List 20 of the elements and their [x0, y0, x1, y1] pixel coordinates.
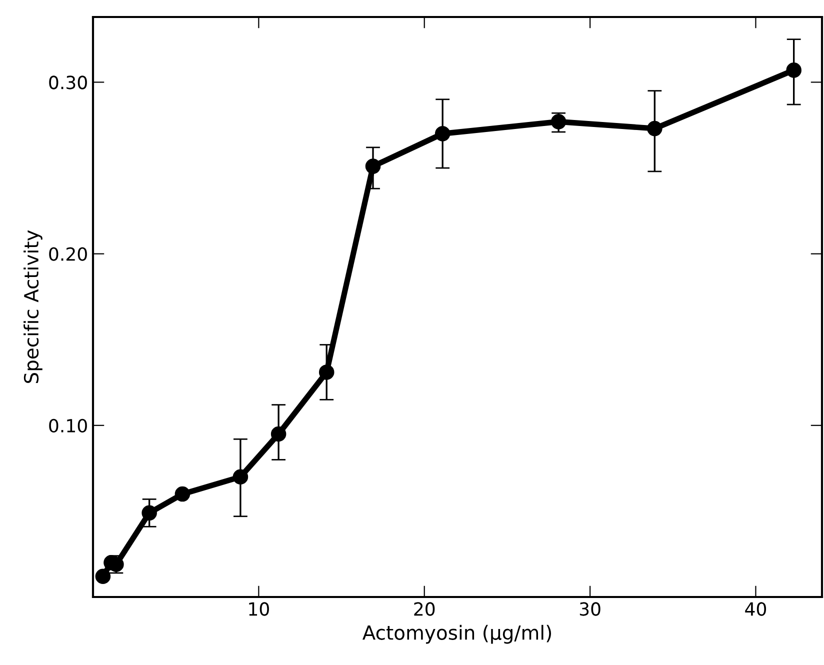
x-tick-label: 40 [745, 602, 766, 616]
x-tick-label: 20 [414, 602, 435, 616]
y-axis-title: Specific Activity [24, 230, 42, 384]
point [318, 364, 334, 380]
y-tick-label: 0.20 [49, 247, 87, 261]
x-tick-label: 30 [580, 602, 600, 616]
point [365, 158, 381, 174]
point [174, 486, 190, 502]
point [647, 120, 662, 136]
point [550, 114, 566, 130]
point [232, 469, 248, 485]
point [142, 505, 157, 521]
x-tick-label: 10 [249, 602, 269, 616]
point [786, 62, 802, 78]
point [95, 568, 111, 584]
y-tick-label: 0.10 [49, 418, 87, 433]
point [434, 126, 450, 142]
x-axis-title: Actomyosin (μg/ml) [362, 624, 551, 644]
point [270, 426, 286, 442]
y-tick-label: 0.30 [49, 76, 87, 90]
